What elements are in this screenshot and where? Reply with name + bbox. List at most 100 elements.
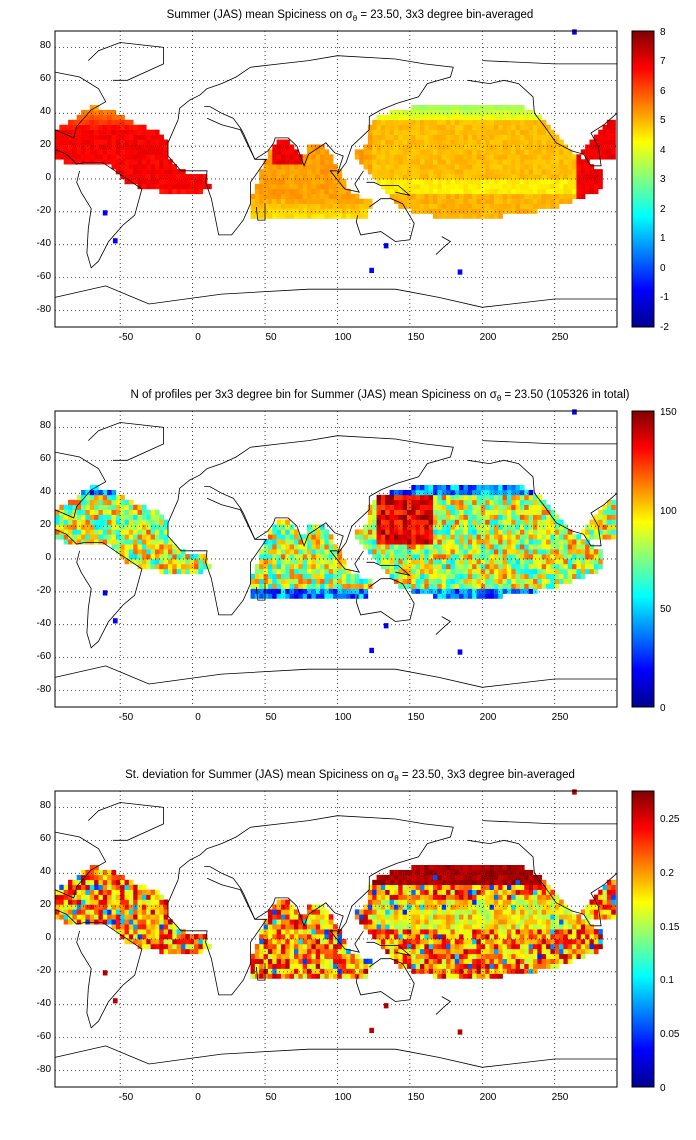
- data-cell: [519, 208, 525, 214]
- data-cell: [463, 169, 469, 175]
- data-cell: [554, 134, 560, 140]
- data-cell: [324, 973, 330, 979]
- data-cell: [398, 963, 403, 969]
- data-cell: [376, 914, 382, 920]
- data-cell: [250, 208, 256, 214]
- data-cell: [285, 568, 290, 575]
- data-cell: [446, 208, 451, 214]
- data-cell: [498, 494, 503, 501]
- data-cell: [463, 943, 469, 950]
- data-cell: [459, 948, 464, 955]
- data-cell: [524, 583, 529, 589]
- data-cell: [467, 894, 473, 900]
- data-cell: [537, 919, 542, 925]
- data-cell: [102, 524, 108, 530]
- data-cell: [511, 193, 516, 200]
- data-cell: [446, 948, 451, 955]
- data-cell: [385, 879, 390, 886]
- data-cell: [454, 869, 460, 876]
- data-cell: [489, 188, 495, 195]
- data-cell: [480, 914, 486, 920]
- data-cell: [72, 899, 78, 905]
- data-cell: [289, 573, 295, 580]
- data-cell: [437, 874, 443, 881]
- data-cell: [541, 504, 547, 510]
- data-cell: [172, 563, 177, 570]
- data-cell: [293, 934, 299, 940]
- data-cell: [141, 909, 147, 915]
- data-cell: [68, 909, 73, 915]
- data-cell: [572, 193, 577, 200]
- data-cell: [55, 154, 60, 160]
- data-cell: [450, 208, 456, 214]
- data-cell: [511, 208, 516, 214]
- data-cell: [307, 524, 312, 530]
- data-cell: [141, 549, 147, 555]
- data-cell: [550, 539, 556, 545]
- data-cell: [485, 183, 490, 190]
- data-cell: [476, 213, 482, 219]
- data-cell: [437, 169, 443, 175]
- data-cell: [298, 544, 303, 550]
- data-cell: [393, 193, 399, 200]
- data-cell: [150, 144, 156, 150]
- data-cell: [454, 169, 460, 175]
- data-cell: [259, 179, 264, 185]
- data-cell: [76, 919, 82, 925]
- data-cell: [272, 208, 277, 214]
- data-cell: [454, 573, 460, 580]
- data-cell: [63, 514, 69, 520]
- data-cell: [298, 583, 303, 589]
- data-cell: [298, 958, 303, 964]
- data-cell: [146, 563, 151, 570]
- data-cell: [454, 934, 460, 940]
- data-cell: [307, 169, 312, 175]
- data-cell: [272, 213, 277, 219]
- data-cell: [81, 119, 86, 126]
- data-cell: [428, 588, 434, 594]
- data-cell: [411, 499, 416, 506]
- data-cell: [94, 889, 99, 895]
- data-cell: [389, 559, 395, 565]
- data-cell: [393, 499, 399, 506]
- data-cell: [476, 169, 482, 175]
- data-cell: [272, 588, 277, 594]
- data-cell: [454, 894, 460, 900]
- data-cell: [185, 939, 191, 945]
- data-cell: [415, 509, 421, 515]
- data-cell: [515, 514, 521, 520]
- data-cell: [111, 914, 117, 920]
- data-cell: [454, 909, 460, 915]
- data-cell: [320, 554, 325, 560]
- data-cell: [289, 924, 295, 930]
- data-cell: [146, 183, 151, 190]
- data-cell: [415, 164, 421, 170]
- data-cell: [315, 968, 321, 974]
- data-cell: [433, 114, 438, 121]
- data-cell: [580, 549, 586, 555]
- data-cell: [459, 973, 464, 979]
- data-cell: [480, 105, 486, 111]
- data-cell: [511, 485, 516, 491]
- data-cell: [333, 164, 338, 170]
- data-cell: [324, 934, 330, 940]
- data-cell: [302, 914, 308, 920]
- data-cell: [420, 499, 425, 506]
- data-cell: [519, 869, 525, 876]
- data-cell: [55, 889, 60, 895]
- data-cell: [415, 198, 421, 204]
- data-cell: [367, 884, 373, 890]
- data-cell: [341, 578, 347, 584]
- data-cell: [502, 899, 508, 905]
- data-cell: [420, 869, 425, 876]
- data-cell: [198, 554, 204, 560]
- data-cell: [359, 534, 364, 540]
- data-cell: [489, 524, 495, 530]
- data-cell: [420, 919, 425, 925]
- data-cell: [580, 159, 586, 165]
- data-cell: [567, 573, 573, 580]
- panel-1-map: [54, 29, 618, 328]
- data-cell: [480, 884, 486, 890]
- data-cell: [406, 554, 412, 560]
- data-cell: [550, 188, 556, 195]
